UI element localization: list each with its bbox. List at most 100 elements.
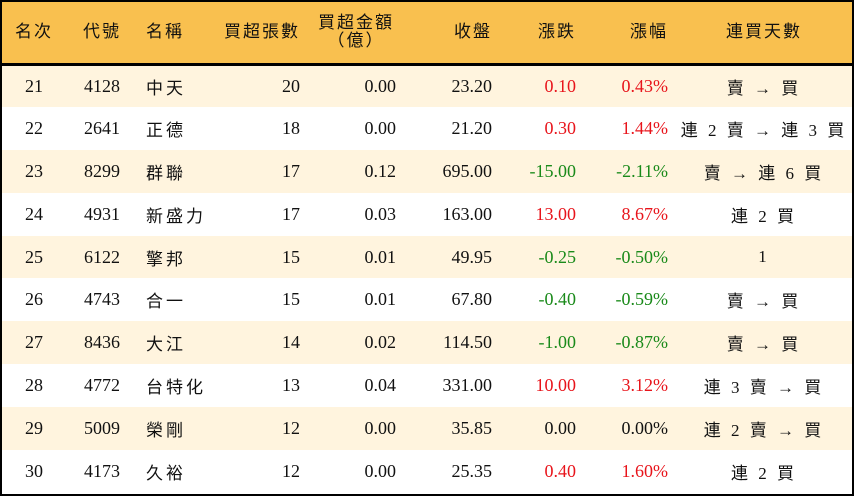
net-buy-amount-cell: 0.12 <box>364 160 397 181</box>
net-buy-lots-cell: 18 <box>282 117 300 138</box>
table-row: 21 4128 中天 20 0.00 23.20 0.10 0.43% 賣 → 買 <box>2 64 852 107</box>
code-cell: 4931 <box>84 203 120 224</box>
name-cell: 群聯 <box>146 163 186 183</box>
header-net-buy-lots: 買超張數 <box>218 2 308 66</box>
consecutive-days-cell: 賣 → 買 <box>726 78 802 98</box>
consecutive-days-cell: 連 2 買 <box>731 463 797 483</box>
change-pct-cell: 0.43% <box>621 75 669 96</box>
consecutive-days-cell: 賣 → 連 6 買 <box>703 163 825 183</box>
header-code: 代號 <box>66 2 138 66</box>
change-pct-cell: -0.87% <box>615 332 669 353</box>
close-cell: 23.20 <box>451 75 493 96</box>
header-change: 漲跌 <box>500 2 584 66</box>
net-buy-amount-cell: 0.00 <box>364 460 397 481</box>
name-cell: 台特化 <box>146 378 206 398</box>
name-cell: 榮剛 <box>146 421 186 441</box>
code-cell: 8299 <box>84 160 120 181</box>
change-cell: -0.25 <box>538 246 577 267</box>
rank-cell: 28 <box>25 375 43 396</box>
net-buy-lots-cell: 12 <box>282 460 300 481</box>
consecutive-days-cell: 連 2 賣 → 買 <box>703 421 825 441</box>
name-cell: 擎邦 <box>146 249 186 269</box>
header-close: 收盤 <box>404 2 500 66</box>
rank-cell: 29 <box>25 418 43 439</box>
net-buy-lots-cell: 14 <box>282 332 300 353</box>
code-cell: 4173 <box>84 460 120 481</box>
change-pct-cell: 3.12% <box>621 375 669 396</box>
header-consecutive-days: 連買天數 <box>676 2 852 66</box>
table-row: 30 4173 久裕 12 0.00 25.35 0.40 1.60% 連 2 買 <box>2 450 852 493</box>
rank-cell: 30 <box>25 460 43 481</box>
change-pct-cell: 0.00% <box>621 418 669 439</box>
close-cell: 49.95 <box>451 246 493 267</box>
name-cell: 大江 <box>146 335 186 355</box>
name-cell: 久裕 <box>146 463 186 483</box>
close-cell: 695.00 <box>442 160 493 181</box>
code-cell: 8436 <box>84 332 120 353</box>
name-cell: 正德 <box>146 120 186 140</box>
close-cell: 114.50 <box>443 332 492 353</box>
change-pct-cell: 1.44% <box>621 117 669 138</box>
net-buy-lots-cell: 15 <box>282 246 300 267</box>
net-buy-amount-cell: 0.02 <box>364 332 397 353</box>
change-pct-cell: 8.67% <box>621 203 669 224</box>
rank-cell: 23 <box>25 160 43 181</box>
table-row: 28 4772 台特化 13 0.04 331.00 10.00 3.12% 連 3 賣 → 買 <box>2 364 852 408</box>
consecutive-days-cell: 連 2 買 <box>731 206 797 226</box>
table-header-row: 名次 代號 名稱 買超張數 買超金額 （億） 收盤 漲跌 漲幅 連買天數 <box>2 2 852 66</box>
table-row: 22 2641 正德 18 0.00 21.20 0.30 1.44% 連 2 賣 → 連 3 … <box>2 106 852 150</box>
table-row: 26 4743 合一 15 0.01 67.80 -0.40 -0.59% 賣 → 買 <box>2 278 852 322</box>
close-cell: 163.00 <box>442 203 493 224</box>
consecutive-days-cell: 1 <box>758 247 770 266</box>
close-cell: 331.00 <box>442 375 493 396</box>
change-cell: -15.00 <box>529 160 577 181</box>
close-cell: 67.80 <box>451 289 493 310</box>
table-row: 25 6122 擎邦 15 0.01 49.95 -0.25 -0.50% 1 <box>2 235 852 279</box>
net-buy-amount-cell: 0.00 <box>364 75 397 96</box>
code-cell: 6122 <box>84 246 120 267</box>
net-buy-amount-cell: 0.00 <box>364 117 397 138</box>
net-buy-lots-cell: 17 <box>282 160 300 181</box>
rank-cell: 25 <box>25 246 43 267</box>
consecutive-days-cell: 賣 → 買 <box>726 335 802 355</box>
table-row: 29 5009 榮剛 12 0.00 35.85 0.00 0.00% 連 2 賣 → 買 <box>2 407 852 451</box>
rank-cell: 21 <box>25 75 43 96</box>
change-cell: -1.00 <box>538 332 577 353</box>
consecutive-days-cell: 賣 → 買 <box>726 292 802 312</box>
net-buy-lots-cell: 13 <box>282 375 300 396</box>
change-cell: 0.40 <box>544 460 577 481</box>
change-pct-cell: 1.60% <box>621 460 669 481</box>
header-net-buy-amount-line2: （億） <box>327 31 385 51</box>
rank-cell: 24 <box>25 203 43 224</box>
net-buy-amount-cell: 0.01 <box>364 289 397 310</box>
rank-cell: 27 <box>25 332 43 353</box>
rank-cell: 26 <box>25 289 43 310</box>
net-buy-lots-cell: 17 <box>282 203 300 224</box>
close-cell: 21.20 <box>451 117 493 138</box>
change-pct-cell: -0.59% <box>615 289 669 310</box>
change-pct-cell: -0.50% <box>615 246 669 267</box>
net-buy-lots-cell: 15 <box>282 289 300 310</box>
change-cell: 0.00 <box>544 418 577 439</box>
code-cell: 4743 <box>84 289 120 310</box>
table-row: 23 8299 群聯 17 0.12 695.00 -15.00 -2.11% 賣 → 連 6 … <box>2 149 852 193</box>
code-cell: 2641 <box>84 117 120 138</box>
net-buy-lots-cell: 20 <box>282 75 300 96</box>
net-buy-amount-cell: 0.03 <box>364 203 397 224</box>
name-cell: 新盛力 <box>146 206 206 226</box>
net-buy-amount-cell: 0.00 <box>364 418 397 439</box>
header-net-buy-amount-line1: 買超金額 <box>318 13 394 33</box>
rank-cell: 22 <box>25 117 43 138</box>
table-row: 24 4931 新盛力 17 0.03 163.00 13.00 8.67% 連 2 買 <box>2 192 852 236</box>
header-name: 名稱 <box>138 2 218 66</box>
net-buy-amount-cell: 0.01 <box>364 246 397 267</box>
code-cell: 5009 <box>84 418 120 439</box>
net-buy-lots-cell: 12 <box>282 418 300 439</box>
change-pct-cell: -2.11% <box>616 160 668 181</box>
header-net-buy-amount: 買超金額 （億） <box>308 2 404 66</box>
name-cell: 合一 <box>146 292 186 312</box>
table-row: 27 8436 大江 14 0.02 114.50 -1.00 -0.87% 賣 → 買 <box>2 321 852 365</box>
change-cell: 13.00 <box>535 203 577 224</box>
